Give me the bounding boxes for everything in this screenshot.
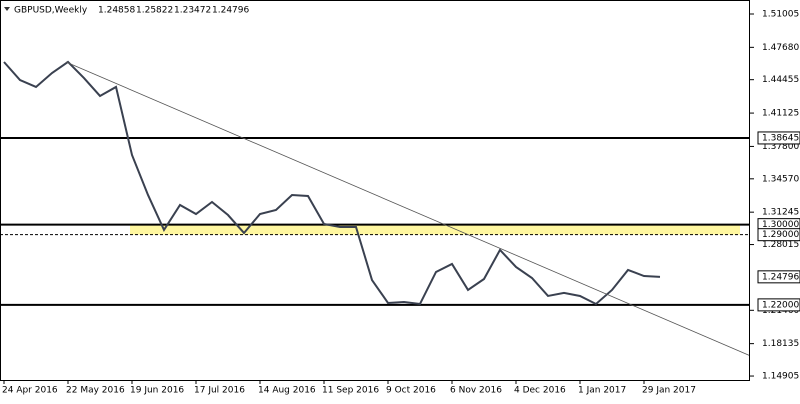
x-tick-label: 14 Aug 2016: [258, 386, 316, 396]
level-label: 1.29000: [762, 230, 799, 240]
x-tick-label: 6 Nov 2016: [450, 386, 502, 396]
y-tick-label: 1.47680: [762, 43, 799, 53]
x-tick-label: 17 Jul 2016: [194, 386, 245, 396]
y-tick-label: 1.14905: [762, 372, 799, 382]
x-tick-label: 22 May 2016: [66, 386, 125, 396]
x-tick-label: 1 Jan 2017: [578, 386, 626, 396]
x-tick-label: 24 Apr 2016: [2, 386, 58, 396]
symbol: GBPUSD,Weekly: [14, 6, 88, 16]
x-tick-label: 19 Jun 2016: [130, 386, 184, 396]
level-label: 1.38645: [762, 133, 799, 143]
y-tick-label: 1.34570: [762, 174, 799, 184]
x-tick-label: 11 Sep 2016: [322, 386, 379, 396]
ohlc-value: 1.24796: [212, 6, 249, 16]
menu-arrow: [4, 7, 10, 11]
plot-frame: [0, 0, 750, 381]
axis-panel: [0, 381, 800, 400]
zone: [130, 224, 740, 235]
axes: 1.51005 1.47680 1.44455 1.41125 1.37800 1.345…: [2, 9, 800, 396]
x-tick-label: 4 Dec 2016: [514, 386, 566, 396]
y-tick-label: 1.31245: [762, 208, 799, 218]
axis-panel: [750, 0, 800, 400]
ohlc-value: 1.23472: [174, 6, 211, 16]
level-label: 1.30000: [762, 220, 799, 230]
ohlc-value: 1.25822: [136, 6, 173, 16]
x-tick-label: 29 Jan 2017: [642, 386, 696, 396]
level-label-box: [757, 228, 800, 242]
level-label-box: [757, 131, 800, 145]
level-label: 1.22000: [762, 300, 799, 310]
level-label-box: [757, 298, 800, 312]
y-tick-label: 1.51005: [762, 9, 799, 19]
y-tick-label: 1.18135: [762, 339, 799, 349]
ohlc-value: 1.24858: [98, 6, 135, 16]
y-tick-label: 1.44455: [762, 75, 799, 85]
price-label: 1.24796: [762, 272, 799, 282]
plot: [0, 60, 750, 306]
y-tick-label: 1.37800: [762, 142, 799, 152]
y-tick-label: 1.28015: [762, 240, 799, 250]
x-tick-label: 9 Oct 2016: [386, 386, 436, 396]
trendline: [65, 61, 761, 361]
y-tick-label: 1.41125: [762, 109, 799, 119]
price-line: [3, 60, 661, 306]
price-label-box: [757, 270, 800, 284]
